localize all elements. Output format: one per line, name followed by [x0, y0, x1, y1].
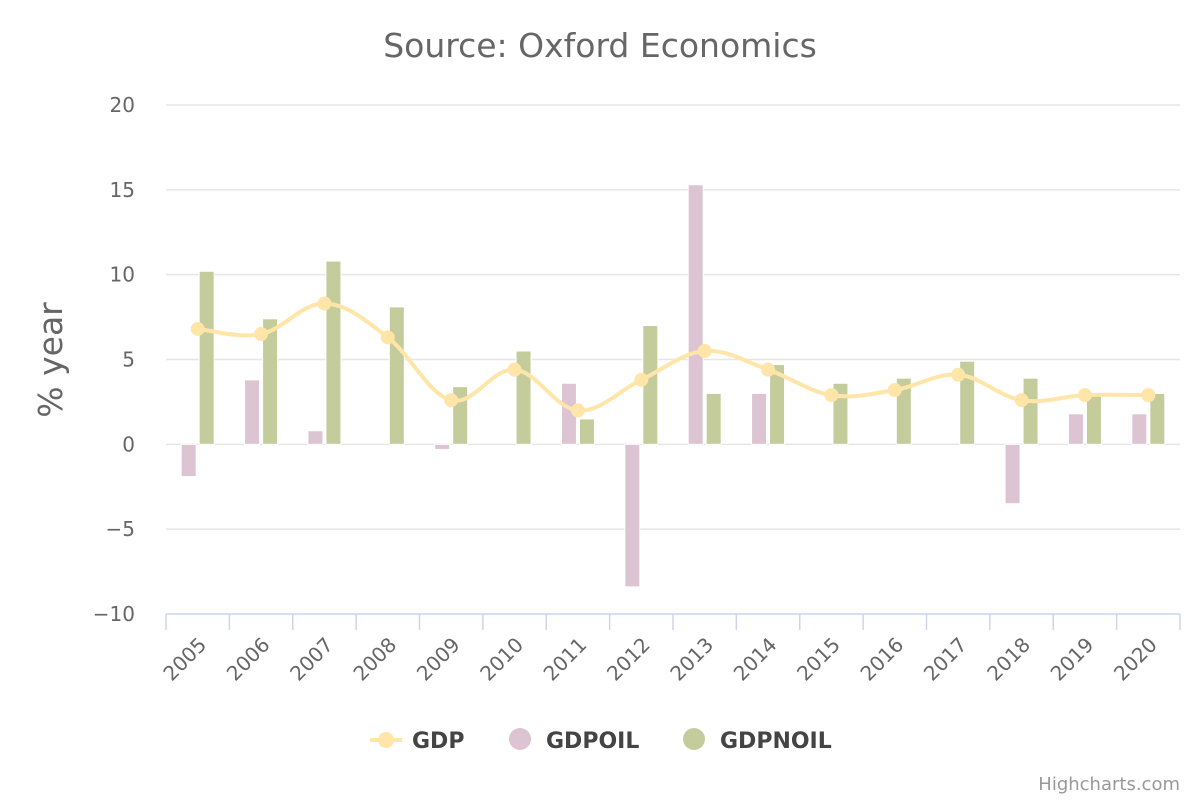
x-tick-label: 2018 — [982, 633, 1035, 686]
y-tick-label: 10 — [110, 263, 135, 287]
legend-label-gdpnoil: GDPNOIL — [720, 729, 832, 754]
bar-gdpoil-2014[interactable] — [751, 392, 768, 445]
legend-label-gdp: GDP — [412, 729, 464, 754]
line-gdp — [197, 301, 1149, 413]
line-layer — [190, 296, 1156, 418]
point-gdp-2011[interactable] — [570, 403, 585, 418]
x-tick-label: 2019 — [1046, 633, 1099, 686]
bar-gdpoil-2019[interactable] — [1067, 413, 1084, 445]
y-axis-ticks: 20 15 10 5 0 −5 −10 — [93, 93, 135, 626]
x-tick-label: 2014 — [729, 633, 782, 686]
bar-gdpoil-2009[interactable] — [434, 443, 451, 450]
x-tick-label: 2007 — [285, 633, 338, 686]
point-gdp-2010[interactable] — [507, 362, 522, 377]
bar-gdpnoil-2017[interactable] — [959, 360, 976, 445]
bar-gdpnoil-2019[interactable] — [1085, 392, 1102, 445]
point-gdp-2007[interactable] — [317, 296, 332, 311]
y-tick-label: 20 — [110, 93, 135, 117]
x-tick-label: 2016 — [855, 633, 908, 686]
point-gdp-2016[interactable] — [887, 383, 902, 398]
y-tick-label: −10 — [93, 602, 135, 626]
bar-gdpnoil-2005[interactable] — [198, 270, 215, 445]
point-gdp-2017[interactable] — [951, 367, 966, 382]
bar-gdpnoil-2006[interactable] — [262, 318, 279, 445]
legend-item-gdp[interactable]: GDP — [370, 729, 464, 754]
x-tick-label: 2020 — [1109, 633, 1162, 686]
bar-gdpoil-2020[interactable] — [1131, 413, 1148, 445]
bar-gdpnoil-2008[interactable] — [388, 306, 405, 445]
x-tick-label: 2010 — [475, 633, 528, 686]
point-gdp-2014[interactable] — [761, 362, 776, 377]
legend: GDP GDPOIL GDPNOIL — [370, 728, 832, 754]
point-gdp-2019[interactable] — [1077, 388, 1092, 403]
bar-gdpoil-2006[interactable] — [244, 379, 261, 445]
point-gdp-2005[interactable] — [190, 321, 205, 336]
x-tick-label: 2013 — [665, 633, 718, 686]
chart-title: Source: Oxford Economics — [383, 26, 817, 65]
x-tick-label: 2006 — [222, 633, 275, 686]
point-gdp-2008[interactable] — [380, 330, 395, 345]
bar-layer — [180, 184, 1166, 588]
point-gdp-2013[interactable] — [697, 344, 712, 359]
bar-gdpoil-2007[interactable] — [307, 430, 324, 445]
legend-item-gdpnoil[interactable]: GDPNOIL — [683, 728, 832, 754]
bar-gdpoil-2018[interactable] — [1004, 443, 1021, 505]
credits-link[interactable]: Highcharts.com — [1038, 774, 1180, 795]
legend-marker-gdpnoil — [683, 728, 705, 750]
bar-gdpnoil-2018[interactable] — [1022, 377, 1039, 445]
bar-gdpnoil-2007[interactable] — [325, 260, 342, 445]
x-tick-label: 2017 — [919, 633, 972, 686]
y-tick-label: 15 — [110, 178, 135, 202]
point-gdp-2020[interactable] — [1141, 388, 1156, 403]
bar-gdpoil-2013[interactable] — [687, 184, 704, 445]
point-gdp-2006[interactable] — [254, 327, 269, 342]
y-axis-label: % year — [31, 302, 70, 418]
y-tick-label: −5 — [106, 517, 135, 541]
bar-gdpnoil-2011[interactable] — [578, 418, 595, 445]
bar-gdpnoil-2020[interactable] — [1149, 392, 1166, 445]
x-tick-label: 2015 — [792, 633, 845, 686]
x-tick-label: 2005 — [158, 633, 211, 686]
point-gdp-2012[interactable] — [634, 372, 649, 387]
legend-item-gdpoil[interactable]: GDPOIL — [509, 728, 639, 754]
point-gdp-2009[interactable] — [444, 393, 459, 408]
x-tick-label: 2009 — [412, 633, 465, 686]
point-gdp-2018[interactable] — [1014, 393, 1029, 408]
x-tick-label: 2011 — [539, 633, 592, 686]
bar-gdpnoil-2013[interactable] — [705, 392, 722, 445]
legend-label-gdpoil: GDPOIL — [546, 729, 639, 754]
legend-marker-gdp — [378, 732, 394, 748]
x-axis-ticks: 2005 2006 2007 2008 2009 2010 2011 2012 2013 2014… — [158, 633, 1162, 686]
y-tick-label: 0 — [122, 432, 135, 456]
grid-layer — [166, 104, 1180, 530]
x-tick-label: 2008 — [348, 633, 401, 686]
bar-gdpoil-2005[interactable] — [180, 443, 197, 478]
bar-gdpnoil-2016[interactable] — [895, 377, 912, 445]
y-tick-label: 5 — [122, 348, 135, 372]
point-gdp-2015[interactable] — [824, 388, 839, 403]
x-tick-label: 2012 — [602, 633, 655, 686]
bar-gdpnoil-2014[interactable] — [769, 364, 786, 445]
x-axis — [165, 613, 1181, 630]
bar-gdpoil-2012[interactable] — [624, 443, 641, 588]
legend-marker-gdpoil — [509, 728, 531, 750]
